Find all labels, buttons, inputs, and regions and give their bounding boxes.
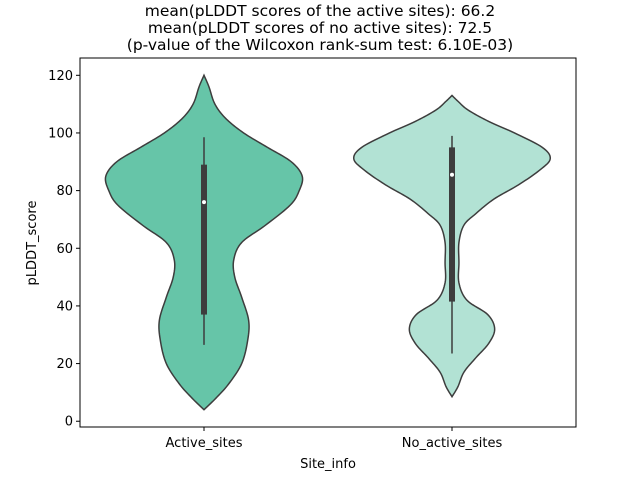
y-tick-label: 120: [48, 69, 73, 84]
chart-title-line-1: mean(pLDDT scores of the active sites): …: [144, 2, 496, 20]
y-tick-label: 40: [56, 299, 73, 314]
chart-title-line-2: mean(pLDDT scores of no active sites): 7…: [147, 19, 493, 37]
y-axis: 0 20 40 60 80 100 120: [48, 69, 80, 430]
median-dot: [202, 200, 206, 205]
iqr-box: [449, 147, 455, 302]
y-axis-label: pLDDT_score: [25, 201, 40, 286]
iqr-box: [201, 164, 207, 315]
y-tick-label: 80: [56, 184, 73, 199]
x-tick-label: No_active_sites: [402, 436, 503, 451]
plot-frame: [79, 57, 577, 428]
box-layer: [201, 135, 455, 354]
median-dot: [450, 172, 454, 177]
y-tick-label: 60: [56, 242, 73, 257]
chart-title-line-3: (p-value of the Wilcoxon rank-sum test: …: [126, 36, 514, 54]
x-axis-label: Site_info: [300, 457, 356, 472]
x-tick-label: Active_sites: [166, 436, 243, 451]
violin-layer: [104, 73, 552, 411]
y-tick-label: 0: [65, 415, 73, 430]
y-tick-label: 100: [48, 126, 73, 141]
x-axis: Active_sites No_active_sites: [166, 427, 503, 451]
y-tick-label: 20: [56, 357, 73, 372]
